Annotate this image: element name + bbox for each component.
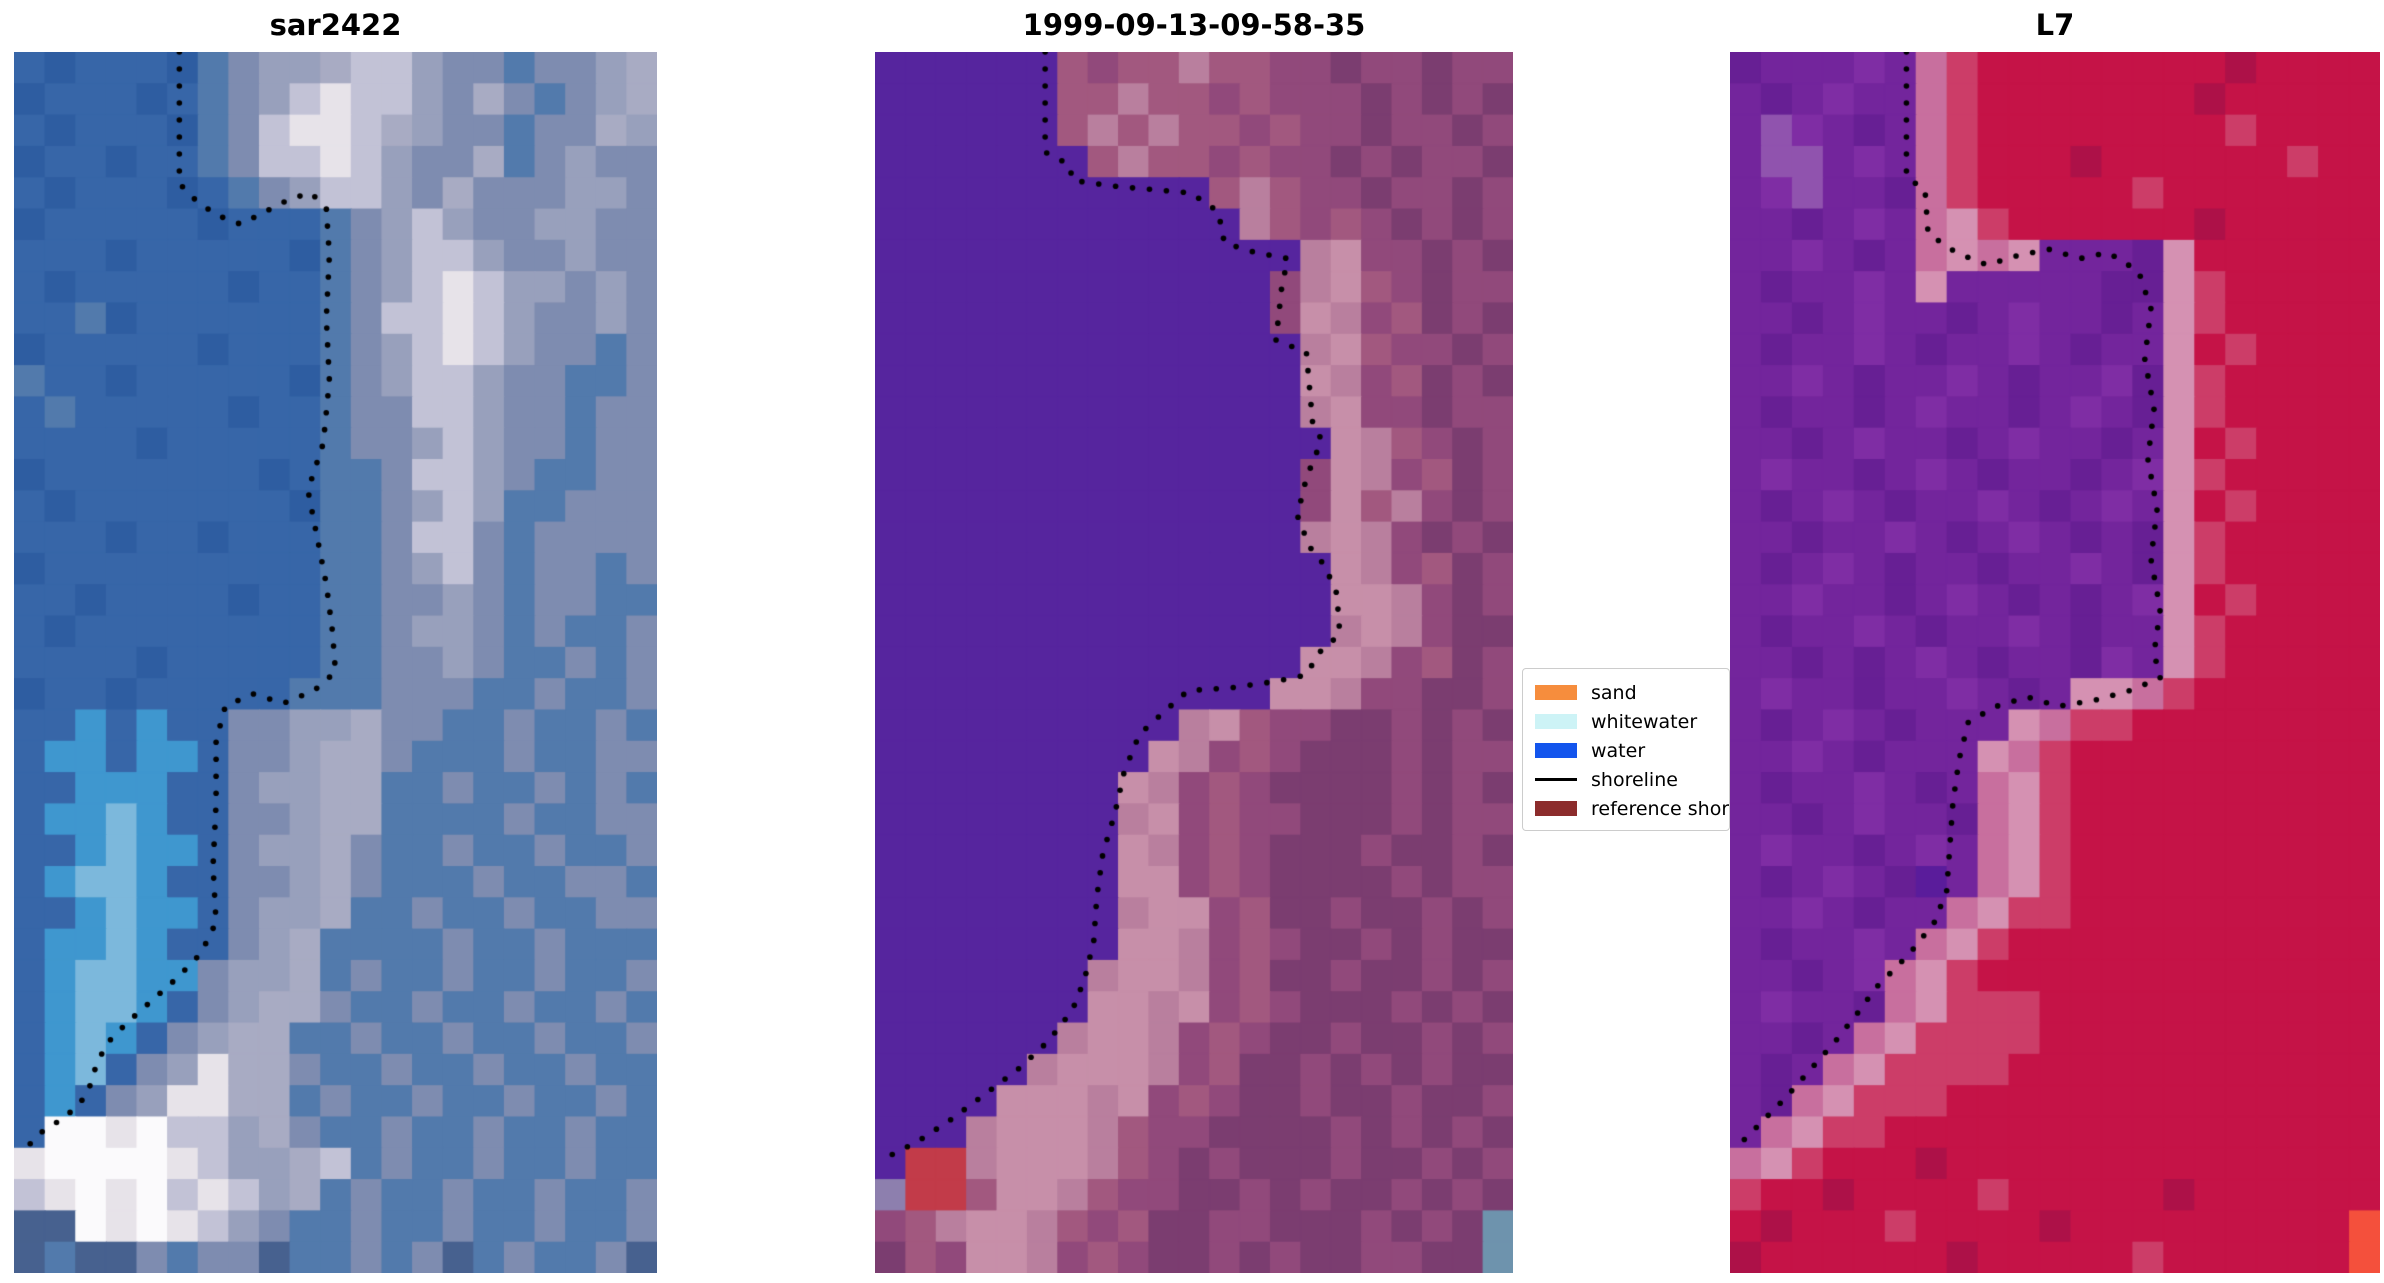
legend-item-sand: sand xyxy=(1535,678,1729,707)
panel-sar2422: sar2422 xyxy=(14,8,657,1273)
sand-color-swatch xyxy=(1535,685,1577,700)
legend-item-whitewater: whitewater xyxy=(1535,707,1729,736)
legend-item-shoreline: shoreline xyxy=(1535,765,1729,794)
legend-label: reference shoreline xyxy=(1591,797,1729,820)
legend-label: shoreline xyxy=(1591,768,1678,791)
legend-label: water xyxy=(1591,739,1646,762)
legend-label: sand xyxy=(1591,681,1637,704)
l7-image xyxy=(1730,52,2380,1273)
water-color-swatch xyxy=(1535,743,1577,758)
panel-title: 1999-09-13-09-58-35 xyxy=(1022,8,1366,42)
panel-title: sar2422 xyxy=(269,8,402,42)
panel-title: L7 xyxy=(2035,8,2075,42)
reference-shoreline-color-swatch xyxy=(1535,801,1577,816)
legend-item-reference-shoreline: reference shoreline xyxy=(1535,794,1729,823)
legend-label: whitewater xyxy=(1591,710,1698,733)
panel-L7: L7 xyxy=(1730,8,2380,1273)
landsat-date-image xyxy=(875,52,1513,1273)
legend: sand whitewater water shoreline reference sh… xyxy=(1522,668,1730,831)
whitewater-color-swatch xyxy=(1535,714,1577,729)
legend-item-water: water xyxy=(1535,736,1729,765)
sar2422-image xyxy=(14,52,657,1273)
shoreline-line-swatch xyxy=(1535,778,1577,781)
panel-1999-09-13-09-58-35: 1999-09-13-09-58-35 xyxy=(875,8,1513,1273)
